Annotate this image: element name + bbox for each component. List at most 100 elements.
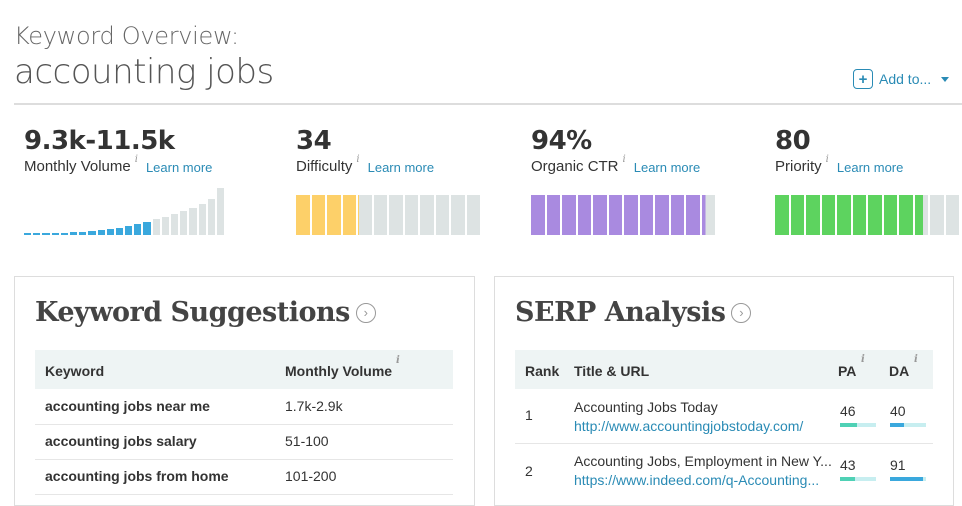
serp-title: Accounting Jobs, Employment in New Y... <box>574 453 832 469</box>
pa-value: 43 <box>840 457 856 473</box>
bar-segment <box>821 195 835 235</box>
info-icon[interactable]: i <box>825 154 829 165</box>
da-bar <box>890 423 926 427</box>
volume-cell: 51-100 <box>285 433 329 449</box>
priority-label: Priority <box>775 158 822 175</box>
plus-icon: + <box>853 69 873 89</box>
info-icon[interactable]: i <box>622 154 626 165</box>
difficulty-value: 34 <box>296 126 332 156</box>
volume-trend-bar <box>79 232 87 235</box>
volume-trend-bar <box>97 230 105 235</box>
chevron-down-icon <box>941 76 950 82</box>
volume-learn-more-link[interactable]: Learn more <box>145 160 213 175</box>
serp-url-link[interactable]: https://www.indeed.com/q-Accounting... <box>574 472 820 488</box>
bar-segment <box>373 195 387 235</box>
bar-segment <box>311 195 325 235</box>
volume-trend-bar <box>42 233 50 235</box>
add-to-label: Add to... <box>879 71 932 87</box>
keyword-cell[interactable]: accounting jobs near me <box>45 398 210 414</box>
bar-segment <box>451 195 465 235</box>
bar-segment <box>608 195 622 235</box>
bar-segment <box>546 195 560 235</box>
row-divider <box>35 424 453 425</box>
volume-trend-bar <box>161 217 169 235</box>
volume-trend-bar <box>134 224 142 235</box>
page-title: accounting jobs <box>14 52 274 92</box>
volume-trend-bar <box>88 231 96 235</box>
chevron-right-icon[interactable]: › <box>355 302 376 323</box>
metric-volume: 9.3k-11.5k Monthly Volume i Learn more <box>24 126 212 175</box>
column-header-keyword[interactable]: Keyword <box>45 363 105 379</box>
da-bar <box>890 477 926 481</box>
bar-segment <box>404 195 418 235</box>
bar-segment <box>531 195 545 235</box>
ctr-learn-more-link[interactable]: Learn more <box>633 160 701 175</box>
table-row: 1 Accounting Jobs Today http://www.accou… <box>515 391 933 441</box>
priority-learn-more-link[interactable]: Learn more <box>836 160 904 175</box>
serp-analysis-card: SERP Analysis › Rank Title & URL PA i DA… <box>494 276 954 506</box>
da-fill <box>890 423 905 427</box>
da-value: 91 <box>890 457 906 473</box>
add-to-button[interactable]: + Add to... <box>853 69 950 89</box>
info-icon[interactable]: i <box>396 355 400 366</box>
pa-bar <box>840 477 876 481</box>
ctr-value: 94% <box>531 126 592 156</box>
page-subtitle: Keyword Overview: <box>14 22 239 50</box>
bar-segment <box>852 195 866 235</box>
column-header-monthly-volume[interactable]: Monthly Volume <box>285 363 393 379</box>
pa-fill <box>840 423 857 427</box>
volume-trend-bar <box>189 208 197 235</box>
da-value: 40 <box>890 403 906 419</box>
column-header-rank: Rank <box>525 363 560 379</box>
bar-segment <box>655 195 669 235</box>
ctr-label: Organic CTR <box>531 158 619 175</box>
chevron-right-icon[interactable]: › <box>731 302 752 323</box>
bar-segment <box>883 195 897 235</box>
info-icon[interactable]: i <box>134 154 138 165</box>
keyword-suggestions-header: Keyword Monthly Volume i <box>35 350 453 389</box>
pa-fill <box>840 477 856 481</box>
difficulty-learn-more-link[interactable]: Learn more <box>367 160 435 175</box>
bar-segment <box>466 195 480 235</box>
volume-trend-bar <box>180 211 188 235</box>
volume-trend-bar <box>33 233 41 235</box>
bar-segment <box>701 195 715 235</box>
bar-segment <box>593 195 607 235</box>
volume-trend-bar <box>106 229 114 235</box>
bar-segment <box>435 195 449 235</box>
difficulty-bar <box>296 195 480 235</box>
bar-segment <box>806 195 820 235</box>
volume-cell: 1.7k-2.9k <box>285 398 343 414</box>
serp-url-link[interactable]: http://www.accountingjobstoday.com/ <box>574 418 804 434</box>
volume-trend-bar <box>207 199 215 235</box>
bar-segment <box>837 195 851 235</box>
ctr-bar <box>531 195 715 235</box>
serp-header: Rank Title & URL PA i DA i <box>515 350 933 389</box>
bar-segment <box>930 195 944 235</box>
volume-label: Monthly Volume <box>24 158 131 175</box>
info-icon[interactable]: i <box>356 154 360 165</box>
keyword-cell[interactable]: accounting jobs from home <box>45 468 229 484</box>
info-icon[interactable]: i <box>914 354 918 365</box>
volume-trend-bar <box>69 232 78 235</box>
bar-segment <box>945 195 959 235</box>
info-icon[interactable]: i <box>861 354 865 365</box>
pa-bar <box>840 423 876 427</box>
keyword-cell[interactable]: accounting jobs salary <box>45 433 197 449</box>
serp-analysis-title: SERP Analysis <box>515 297 726 328</box>
bar-segment <box>420 195 434 235</box>
serp-title: Accounting Jobs Today <box>574 399 718 415</box>
bar-segment <box>624 195 638 235</box>
bar-segment <box>914 195 928 235</box>
metric-difficulty: 34 Difficulty i Learn more <box>296 126 434 175</box>
rank-cell: 2 <box>525 463 533 479</box>
bar-segment <box>562 195 576 235</box>
table-row: 2 Accounting Jobs, Employment in New Y..… <box>515 445 933 495</box>
volume-trend-bar <box>24 233 32 235</box>
volume-trend-bar <box>171 214 179 235</box>
row-divider <box>35 459 453 460</box>
volume-trend-bar <box>143 222 151 235</box>
column-header-da: DA <box>889 363 910 379</box>
bar-segment <box>790 195 804 235</box>
bar-segment <box>686 195 700 235</box>
